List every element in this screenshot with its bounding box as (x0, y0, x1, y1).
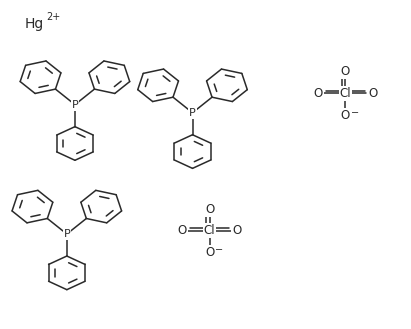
Text: O: O (368, 87, 377, 100)
Text: Hg: Hg (25, 17, 44, 31)
Text: O: O (205, 246, 214, 259)
Text: Cl: Cl (204, 224, 215, 237)
Text: −: − (351, 108, 359, 118)
Text: P: P (72, 100, 79, 110)
Text: −: − (215, 245, 223, 255)
Text: O: O (341, 109, 350, 121)
Text: Cl: Cl (339, 87, 351, 100)
Text: O: O (205, 203, 214, 215)
Text: O: O (232, 224, 241, 237)
Text: O: O (341, 65, 350, 78)
Text: O: O (314, 87, 323, 100)
Text: P: P (63, 229, 70, 239)
Text: P: P (189, 108, 196, 118)
Text: O: O (178, 224, 187, 237)
Text: 2+: 2+ (46, 12, 61, 22)
